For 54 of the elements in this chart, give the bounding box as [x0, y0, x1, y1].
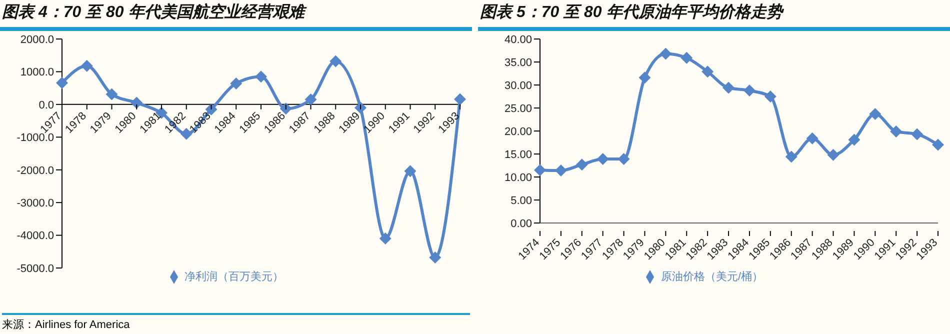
y-tick-label: 20.00 [504, 126, 532, 138]
y-tick-label: 40.00 [504, 34, 532, 46]
point [429, 252, 442, 264]
point [680, 52, 693, 64]
y-tick-label: 10.00 [504, 172, 532, 184]
y-tick-label: 30.00 [504, 80, 532, 92]
point [56, 76, 68, 89]
point [806, 132, 818, 144]
y-tick-label: -2000.0 [16, 164, 54, 177]
y-tick-label: -5000.0 [16, 262, 54, 275]
y-tick-label: -4000.0 [16, 230, 54, 242]
point [576, 158, 588, 171]
point [618, 153, 630, 166]
point [743, 84, 756, 97]
source-note: 来源：Airlines for America [2, 313, 470, 332]
point [827, 148, 840, 161]
point [255, 70, 267, 83]
y-tick-label: 15.00 [504, 148, 532, 161]
point [660, 48, 672, 60]
point [379, 232, 392, 245]
point [80, 60, 93, 72]
point [454, 93, 466, 106]
point [932, 138, 944, 151]
point [130, 96, 143, 109]
point [534, 164, 546, 176]
chart-title: 图表 4：70 至 80 年代美国航空业经营艰难 [0, 0, 472, 31]
y-tick-label: 2000.0 [20, 34, 54, 46]
point [702, 66, 714, 78]
y-tick-label: 0.00 [510, 218, 532, 230]
point [354, 102, 366, 114]
y-tick-label: 25.00 [504, 102, 532, 115]
point [764, 90, 776, 102]
point [638, 72, 651, 84]
point [911, 128, 924, 140]
point [330, 55, 342, 68]
y-tick-label: 35.00 [504, 56, 532, 69]
y-tick-label: -1000.0 [16, 132, 54, 144]
point [304, 94, 317, 106]
point [890, 125, 902, 138]
y-tick-label: 1000.0 [20, 66, 54, 79]
y-tick-label: 0.0 [38, 99, 54, 112]
y-tick-label: 5.00 [510, 194, 532, 207]
y-tick-label: -3000.0 [16, 197, 54, 210]
point [785, 150, 798, 163]
legend-label: 净利润（百万美元） [184, 271, 284, 283]
point [230, 77, 242, 90]
point [404, 165, 416, 178]
point [596, 153, 609, 166]
point [722, 82, 735, 94]
point [848, 134, 860, 146]
chart-title: 图表 5：70 至 80 年代原油年平均价格走势 [478, 0, 950, 31]
point [869, 108, 882, 120]
legend-label: 原油价格（美元/桶） [660, 271, 764, 283]
point [106, 88, 118, 100]
